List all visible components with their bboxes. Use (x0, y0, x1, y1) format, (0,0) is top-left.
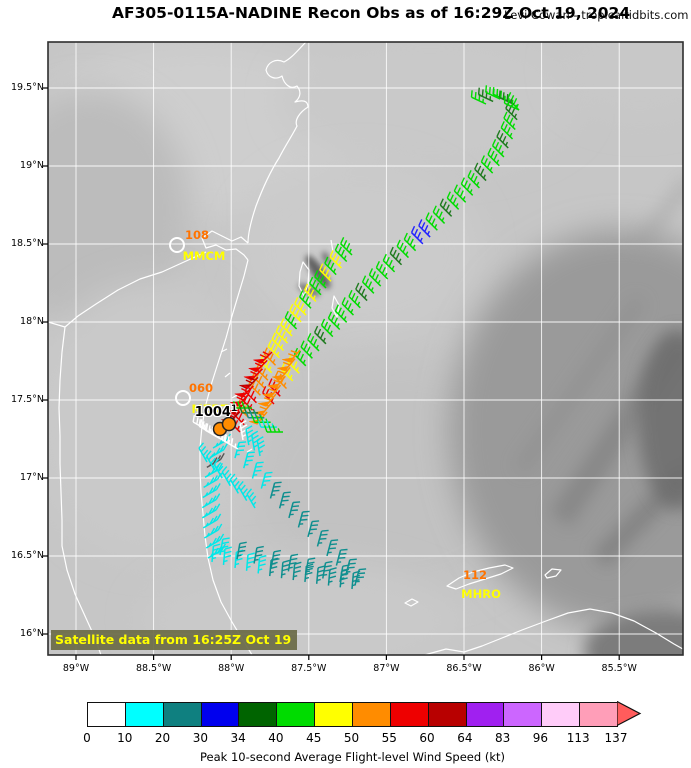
lat-tick-label: 16.5°N (10, 550, 44, 561)
colorbar-segment (239, 703, 278, 726)
colorbar-tick: 20 (154, 731, 171, 745)
lon-tick-label: 86°W (528, 663, 555, 674)
wind-speed-colorbar (87, 702, 618, 727)
lat-tick-label: 17°N (20, 472, 44, 483)
station-marker-MMCM (169, 237, 185, 253)
colorbar-tick: 50 (343, 731, 360, 745)
colorbar-tick: 113 (566, 731, 590, 745)
coastline-path (199, 259, 253, 655)
colorbar-tick: 83 (495, 731, 511, 745)
lon-tick-label: 87.5°W (291, 663, 327, 674)
colorbar-caption: Peak 10-second Average Flight-level Wind… (200, 750, 505, 764)
colorbar-tick: 96 (532, 731, 549, 745)
lat-tick-label: 18°N (20, 316, 44, 327)
colorbar-segment (277, 703, 316, 726)
coastline-path (330, 239, 334, 253)
wind-barb-track-center-base-mixed (232, 401, 283, 433)
lat-tick-label: 19°N (20, 160, 44, 171)
colorbar-tick: 64 (457, 731, 473, 745)
station-marker-MZBZ (175, 390, 191, 406)
attribution: Levi Cowan - tropicaltidbits.com (504, 8, 689, 22)
station-wind-MZBZ: 060 (188, 381, 214, 395)
station-code-MMCM: MMCM (182, 249, 226, 263)
colorbar-tick: 40 (268, 731, 284, 745)
coastline-path (224, 372, 231, 378)
lon-tick-label: 87°W (373, 663, 400, 674)
coastline-path (220, 348, 228, 353)
colorbar-segment (542, 703, 581, 726)
station-code-MHRO: MHRO (461, 587, 501, 601)
colorbar-segment (88, 703, 126, 726)
coastline-path (331, 295, 340, 318)
station-wind-MMCM: 108 (184, 228, 210, 242)
colorbar-segment (125, 703, 164, 726)
coastline-path (423, 608, 683, 655)
colorbar-segment (353, 703, 391, 726)
colorbar-segment (163, 703, 202, 726)
colorbar-tick: 30 (192, 731, 208, 745)
coastline-path (246, 448, 253, 453)
wind-barb-track-center-calm-east (239, 420, 266, 457)
colorbar-arrow-icon (617, 701, 642, 727)
colorbar-tick: 137 (604, 731, 628, 745)
lon-tick-label: 85.5°W (601, 663, 637, 674)
center-fix-dot (221, 416, 237, 432)
wind-barb-track-south-inner-diagonal (198, 442, 257, 509)
colorbar-segment (466, 703, 505, 726)
station-code-MZBZ: MZBZ (191, 402, 229, 416)
satellite-note: Satellite data from 16:25Z Oct 19 (51, 630, 298, 650)
station-wind-MHRO: 112 (462, 568, 488, 582)
coastline-path (446, 564, 514, 590)
colorbar-tick: 45 (306, 731, 322, 745)
lon-tick-label: 88°W (218, 663, 245, 674)
coastline-path (58, 326, 102, 655)
colorbar-tick: 55 (381, 731, 397, 745)
wind-barb-track-top-turn (470, 85, 520, 111)
lat-tick-label: 18.5°N (10, 238, 44, 249)
coastline-path (544, 568, 562, 579)
colorbar-tick: 10 (117, 731, 133, 745)
wind-barb-track-inbound-ne-leg (262, 92, 520, 405)
map-content (48, 42, 683, 655)
coastline-path (247, 42, 309, 244)
page-title: AF305-0115A-NADINE Recon Obs as of 16:29… (112, 4, 631, 22)
colorbar-segment (504, 703, 543, 726)
coastline-path (404, 598, 419, 607)
lat-tick-label: 17.5°N (10, 394, 44, 405)
wind-barb-track-south-bottom-return (219, 537, 350, 583)
colorbar-tick: 0 (83, 731, 91, 745)
coastline-path (231, 394, 238, 399)
colorbar-segment (580, 703, 618, 726)
wind-barb-track-south-outer-diagonal (234, 441, 367, 586)
coastline-path (201, 230, 249, 261)
lat-tick-label: 16°N (20, 628, 44, 639)
lon-tick-label: 88.5°W (135, 663, 172, 674)
coastline-path (48, 251, 207, 328)
colorbar-segment (390, 703, 429, 726)
colorbar-tick: 34 (230, 731, 246, 745)
center-pressure-label: 10041 (194, 403, 238, 421)
colorbar-segment (201, 703, 240, 726)
colorbar-segment (315, 703, 354, 726)
colorbar-tick: 60 (419, 731, 435, 745)
lat-tick-label: 19.5°N (10, 82, 44, 93)
lon-tick-label: 89°W (62, 663, 90, 674)
lon-tick-label: 86.5°W (446, 663, 482, 674)
colorbar-segment (428, 703, 467, 726)
